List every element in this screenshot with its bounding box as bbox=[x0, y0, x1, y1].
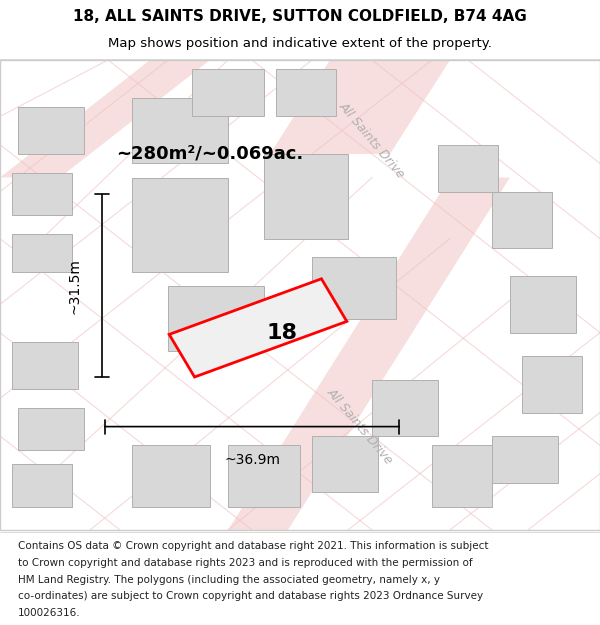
Polygon shape bbox=[312, 258, 396, 319]
Polygon shape bbox=[168, 286, 264, 351]
Text: ~31.5m: ~31.5m bbox=[68, 258, 82, 314]
Polygon shape bbox=[432, 446, 492, 506]
Text: All Saints Drive: All Saints Drive bbox=[325, 386, 395, 468]
Polygon shape bbox=[12, 234, 72, 271]
Polygon shape bbox=[264, 154, 348, 239]
Text: Contains OS data © Crown copyright and database right 2021. This information is : Contains OS data © Crown copyright and d… bbox=[18, 541, 488, 551]
Polygon shape bbox=[312, 436, 378, 492]
Polygon shape bbox=[492, 192, 552, 248]
Polygon shape bbox=[228, 446, 300, 506]
Polygon shape bbox=[270, 60, 450, 154]
Polygon shape bbox=[132, 177, 228, 271]
Polygon shape bbox=[18, 408, 84, 450]
Polygon shape bbox=[192, 69, 264, 116]
Text: HM Land Registry. The polygons (including the associated geometry, namely x, y: HM Land Registry. The polygons (includin… bbox=[18, 574, 440, 584]
Polygon shape bbox=[132, 98, 228, 163]
Polygon shape bbox=[510, 276, 576, 332]
Polygon shape bbox=[169, 279, 347, 377]
Text: co-ordinates) are subject to Crown copyright and database rights 2023 Ordnance S: co-ordinates) are subject to Crown copyr… bbox=[18, 591, 483, 601]
Text: ~280m²/~0.069ac.: ~280m²/~0.069ac. bbox=[116, 145, 304, 163]
Polygon shape bbox=[12, 173, 72, 215]
Polygon shape bbox=[228, 177, 510, 530]
Text: ~36.9m: ~36.9m bbox=[224, 452, 280, 466]
Text: All Saints Drive: All Saints Drive bbox=[337, 99, 407, 181]
Polygon shape bbox=[132, 446, 210, 506]
Polygon shape bbox=[372, 379, 438, 436]
Polygon shape bbox=[12, 342, 78, 389]
Polygon shape bbox=[0, 60, 210, 178]
Polygon shape bbox=[492, 436, 558, 483]
Polygon shape bbox=[12, 464, 72, 506]
Text: 100026316.: 100026316. bbox=[18, 608, 80, 618]
Text: 18, ALL SAINTS DRIVE, SUTTON COLDFIELD, B74 4AG: 18, ALL SAINTS DRIVE, SUTTON COLDFIELD, … bbox=[73, 9, 527, 24]
Polygon shape bbox=[438, 144, 498, 192]
Text: Map shows position and indicative extent of the property.: Map shows position and indicative extent… bbox=[108, 37, 492, 50]
Polygon shape bbox=[18, 107, 84, 154]
Polygon shape bbox=[276, 69, 336, 116]
Text: to Crown copyright and database rights 2023 and is reproduced with the permissio: to Crown copyright and database rights 2… bbox=[18, 558, 473, 568]
Polygon shape bbox=[522, 356, 582, 412]
Text: 18: 18 bbox=[266, 322, 298, 342]
